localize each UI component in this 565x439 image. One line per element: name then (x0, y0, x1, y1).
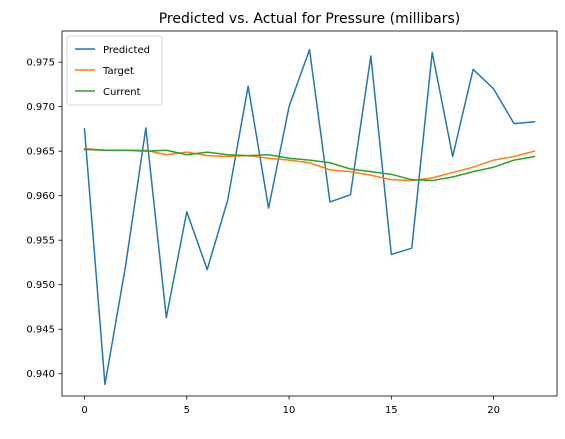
x-tick-label: 0 (81, 405, 87, 416)
series-layer (83, 48, 536, 386)
x-tick-label: 20 (487, 405, 500, 416)
x-tick-label: 10 (283, 405, 296, 416)
y-tick-label: 0.955 (26, 236, 55, 247)
series-line-predicted (83, 48, 536, 386)
legend-label-current: Current (103, 87, 141, 98)
legend-box (66, 35, 163, 106)
series-line-target (83, 147, 536, 182)
plot-frame (61, 30, 558, 397)
y-tick-label: 0.940 (26, 369, 55, 380)
series-line-current (83, 148, 536, 182)
y-tick-label: 0.965 (26, 147, 55, 158)
legend: Predicted Target Current (66, 35, 163, 106)
y-tick-label: 0.950 (26, 280, 55, 291)
legend-label-target: Target (102, 66, 134, 77)
x-axis: 0 5 10 15 20 (81, 396, 500, 416)
legend-label-predicted: Predicted (103, 45, 150, 56)
y-axis: 0.940 0.945 0.950 0.955 0.960 0.965 0.970 0.975 (26, 58, 62, 380)
x-tick-label: 15 (385, 405, 398, 416)
x-tick-label: 5 (184, 405, 190, 416)
y-tick-label: 0.960 (26, 191, 55, 202)
y-tick-label: 0.970 (26, 102, 55, 113)
chart-title: Predicted vs. Actual for Pressure (milli… (159, 11, 461, 27)
y-tick-label: 0.945 (26, 325, 55, 336)
y-tick-label: 0.975 (26, 58, 55, 69)
